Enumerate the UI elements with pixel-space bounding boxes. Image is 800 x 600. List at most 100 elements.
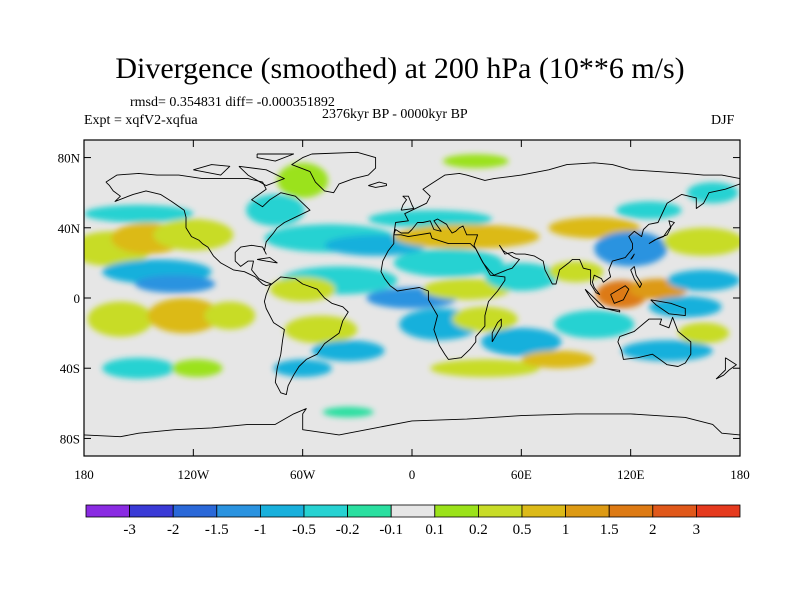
plot-title: Divergence (smoothed) at 200 hPa (10**6 … — [115, 52, 685, 85]
lat-tick-label-1: 40N — [58, 221, 81, 236]
lon-tick-label-1: 120W — [177, 467, 210, 482]
coastline-8 — [584, 288, 606, 309]
field-region-19 — [273, 359, 332, 378]
field-region-6 — [87, 301, 154, 337]
colorbar-label-9: 0.5 — [513, 522, 532, 538]
colorbar-label-10: 1 — [562, 522, 570, 538]
axis-ticks: 80N 40N 0 40S 80S 180 120W 60W 0 60E 120E 180 — [58, 140, 750, 482]
stats-label: rmsd= 0.354831 diff= -0.000351892 — [130, 95, 335, 110]
coastline-7 — [617, 316, 692, 367]
field-region-32 — [521, 350, 595, 369]
field-region-41 — [667, 269, 740, 291]
coastline-4 — [393, 162, 740, 295]
colorbar-label-12: 2 — [649, 522, 657, 538]
season-label: DJF — [711, 113, 735, 128]
colorbar: -3 -2 -1.5 -1 -0.5 -0.2 -0.1 0.1 0.2 0.5 1 1.5 2 3 — [85, 504, 741, 538]
colorbar-label-4: -0.5 — [292, 522, 316, 538]
field-region-8 — [204, 301, 256, 330]
field-region-11 — [277, 162, 329, 198]
colorbar-label-13: 3 — [693, 522, 701, 538]
lon-tick-label-5: 120E — [617, 467, 645, 482]
colorbar-label-5: -0.2 — [336, 522, 360, 538]
field-region-5 — [135, 275, 216, 293]
field-region-20 — [322, 406, 374, 418]
lon-tick-label-0: 180 — [74, 467, 94, 482]
coastline-10 — [610, 285, 630, 304]
colorbar-swatch-12 — [608, 504, 654, 518]
colorbar-label-7: 0.1 — [425, 522, 444, 538]
lon-tick-label-3: 0 — [409, 467, 416, 482]
field-region-31 — [430, 359, 540, 378]
colorbar-swatch-4 — [259, 504, 305, 518]
colorbar-swatch-14 — [696, 504, 741, 518]
colorbar-swatch-9 — [477, 504, 523, 518]
field-region-23 — [393, 224, 540, 249]
field-region-39 — [554, 310, 635, 339]
colorbar-swatch-5 — [303, 504, 348, 518]
colorbar-swatch-7 — [390, 504, 436, 518]
field-region-34 — [594, 231, 668, 267]
field-region-2 — [153, 219, 234, 251]
coastline-17 — [84, 408, 740, 438]
field-region-35 — [548, 261, 604, 283]
coastline-1 — [263, 276, 349, 396]
field-region-16 — [269, 276, 336, 302]
period-label: 2376kyr BP - 0000kyr BP — [322, 107, 468, 122]
coastline-0 — [105, 172, 311, 287]
coastline-20 — [256, 153, 295, 162]
lon-tick-label-4: 60E — [511, 467, 532, 482]
lon-tick-label-6: 180 — [730, 467, 750, 482]
colorbar-label-3: -1 — [254, 522, 267, 538]
colorbar-swatch-0 — [85, 504, 130, 518]
colorbar-label-1: -2 — [167, 522, 180, 538]
coastline-12 — [648, 220, 675, 244]
coastline-13 — [630, 253, 635, 260]
field-region-17 — [284, 315, 358, 344]
coastline-3 — [380, 232, 506, 360]
field-region-26 — [423, 278, 511, 300]
field-region-24 — [393, 248, 504, 277]
coastline-9 — [605, 308, 621, 313]
colorbar-swatch-3 — [216, 504, 261, 518]
colorbar-label-2: -1.5 — [205, 522, 229, 538]
colorbar-swatch-10 — [521, 504, 566, 518]
field-region-27 — [484, 262, 558, 291]
colorbar-swatch-2 — [172, 504, 218, 518]
coastline-19 — [193, 164, 231, 176]
coastline-14 — [630, 266, 643, 288]
lat-tick-label-2: 0 — [74, 291, 81, 306]
field-region-12 — [246, 194, 305, 226]
colorbar-label-11: 1.5 — [600, 522, 619, 538]
field-region-10 — [171, 359, 223, 378]
coastline-18 — [238, 165, 285, 187]
colorbar-label-0: -3 — [123, 522, 136, 538]
experiment-label: Expt = xqfV2-xqfua — [84, 113, 198, 128]
field-region-40 — [663, 227, 740, 256]
lat-tick-label-0: 80N — [58, 151, 81, 166]
colorbar-swatch-6 — [347, 504, 392, 518]
colorbar-swatch-1 — [129, 504, 174, 518]
coastline-15 — [491, 318, 502, 343]
field-region-18 — [311, 340, 385, 362]
colorbar-label-8: 0.2 — [469, 522, 488, 538]
coastline-2 — [291, 151, 377, 194]
lon-tick-label-2: 60W — [290, 467, 316, 482]
field-region-7 — [147, 298, 221, 334]
field-region-21 — [443, 154, 509, 169]
field-region-43 — [678, 322, 730, 344]
lat-tick-label-4: 80S — [60, 431, 80, 446]
coastlines — [84, 151, 740, 438]
field-region-30 — [481, 327, 562, 356]
field-region-45 — [616, 201, 682, 219]
colorbar-label-6: -0.1 — [379, 522, 403, 538]
coastline-11 — [650, 299, 686, 317]
coastline-5 — [400, 195, 415, 211]
field-region-9 — [102, 357, 176, 379]
colorbar-swatch-8 — [434, 504, 479, 518]
field-region-44 — [687, 182, 739, 204]
lat-tick-label-3: 40S — [60, 361, 80, 376]
colorbar-swatch-13 — [652, 504, 697, 518]
colorbar-swatch-11 — [565, 504, 610, 518]
coastline-16 — [715, 357, 737, 380]
